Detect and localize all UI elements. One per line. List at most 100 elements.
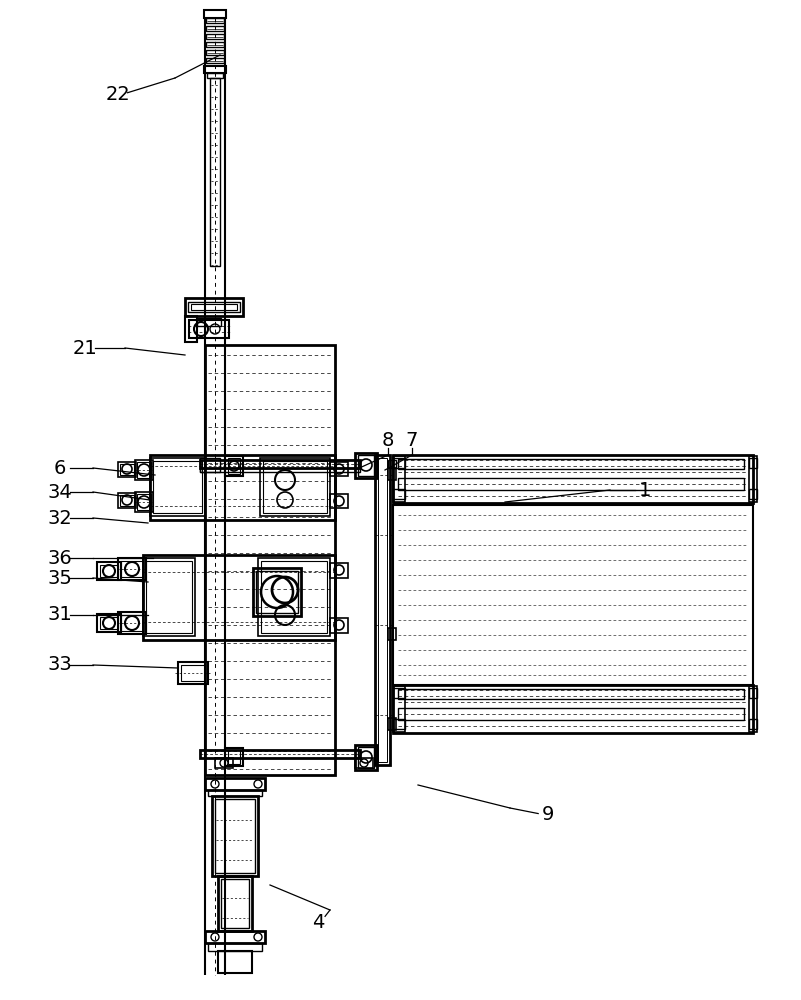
Bar — [330, 462, 348, 476]
Bar — [749, 719, 757, 729]
Bar — [206, 42, 224, 47]
Bar — [393, 458, 405, 468]
Bar — [215, 758, 233, 768]
Bar — [225, 456, 243, 476]
Bar — [210, 78, 220, 266]
Bar — [200, 460, 360, 468]
Bar — [330, 563, 348, 578]
Bar — [398, 708, 744, 720]
Text: 8: 8 — [382, 430, 394, 450]
Bar — [185, 298, 243, 316]
Bar — [208, 790, 262, 796]
Bar — [208, 943, 262, 951]
Bar — [393, 456, 405, 502]
Bar — [205, 345, 335, 775]
Bar — [200, 468, 360, 472]
Bar — [207, 73, 223, 78]
Bar — [355, 745, 377, 770]
Bar — [146, 561, 192, 633]
Text: 6: 6 — [54, 458, 66, 478]
Bar — [197, 318, 221, 326]
Bar — [253, 568, 301, 616]
Bar — [185, 316, 197, 342]
Bar — [393, 688, 405, 698]
Bar — [200, 750, 360, 758]
Bar — [393, 685, 753, 733]
Text: 34: 34 — [47, 483, 72, 502]
Bar — [118, 493, 136, 508]
Bar — [206, 50, 224, 55]
Bar — [228, 750, 240, 764]
Bar — [137, 462, 151, 478]
Bar — [358, 747, 374, 768]
Text: 32: 32 — [47, 508, 72, 528]
Text: 33: 33 — [47, 656, 72, 674]
Bar — [206, 34, 224, 39]
Bar — [191, 304, 237, 310]
Bar — [749, 456, 757, 502]
Bar — [393, 505, 753, 685]
Bar — [225, 748, 243, 766]
Bar — [153, 461, 202, 513]
Bar — [181, 665, 205, 681]
Bar — [118, 558, 146, 580]
Bar — [178, 662, 208, 684]
Bar — [120, 495, 134, 506]
Bar — [378, 458, 387, 762]
Bar — [200, 458, 220, 472]
Bar — [137, 494, 151, 510]
Bar — [189, 320, 229, 338]
Bar — [228, 458, 240, 474]
Bar — [358, 455, 374, 476]
Text: 1: 1 — [639, 481, 651, 499]
Text: 9: 9 — [541, 806, 554, 824]
Bar — [135, 492, 153, 512]
Bar — [120, 464, 134, 475]
Bar — [355, 758, 373, 768]
Bar — [263, 461, 327, 513]
Bar — [206, 18, 224, 23]
Bar — [118, 462, 136, 477]
Bar — [97, 614, 121, 632]
Bar — [205, 778, 265, 790]
Bar — [388, 460, 396, 468]
Bar — [97, 562, 121, 580]
Bar — [398, 689, 744, 699]
Bar — [393, 719, 405, 729]
Bar — [204, 10, 226, 18]
Bar — [375, 455, 390, 765]
Bar — [204, 66, 226, 73]
Bar — [388, 718, 396, 730]
Bar — [218, 951, 252, 973]
Text: 4: 4 — [312, 912, 324, 932]
Bar — [121, 561, 143, 577]
Bar — [188, 302, 240, 312]
Bar — [260, 458, 330, 516]
Bar — [398, 459, 744, 469]
Text: 36: 36 — [47, 548, 72, 568]
Bar — [330, 618, 348, 633]
Bar — [150, 455, 335, 520]
Bar — [256, 571, 298, 613]
Bar — [215, 799, 255, 873]
Bar — [258, 558, 330, 636]
Bar — [261, 561, 327, 633]
Text: 7: 7 — [406, 430, 418, 450]
Bar — [206, 26, 224, 31]
Bar — [143, 558, 195, 636]
Bar — [393, 455, 753, 503]
Bar — [218, 876, 252, 931]
Bar — [388, 628, 396, 640]
Text: 21: 21 — [73, 338, 98, 358]
Bar — [100, 617, 118, 629]
Bar — [118, 612, 146, 634]
Bar — [749, 458, 757, 468]
Text: 31: 31 — [47, 605, 72, 624]
Bar — [749, 688, 757, 698]
Bar — [150, 458, 205, 516]
Text: 22: 22 — [106, 86, 131, 104]
Bar — [749, 489, 757, 499]
Bar — [221, 879, 249, 928]
Bar — [355, 453, 377, 478]
Bar — [398, 478, 744, 490]
